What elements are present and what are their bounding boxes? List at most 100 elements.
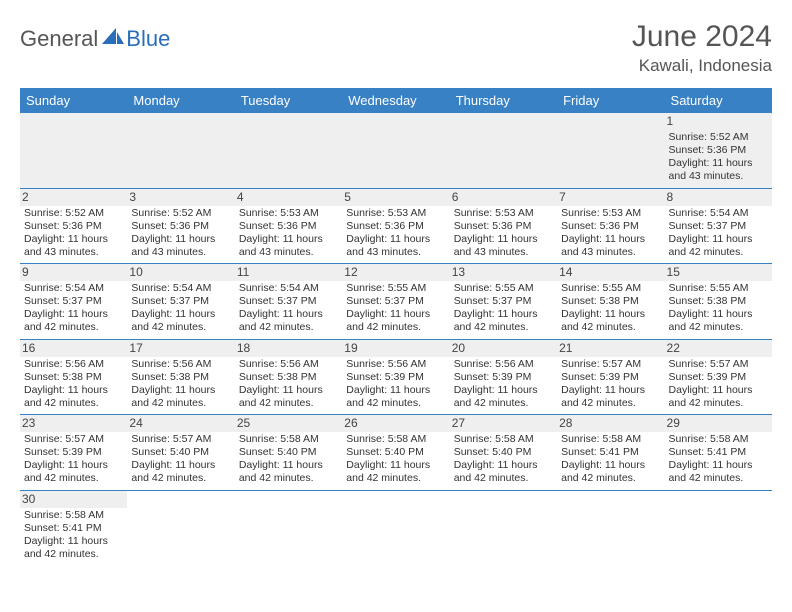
sunset-text: Sunset: 5:39 PM	[669, 371, 768, 384]
day-number: 1	[665, 113, 772, 130]
daylight-text: Daylight: 11 hours and 42 minutes.	[454, 459, 553, 485]
day-number: 19	[342, 340, 449, 357]
sunset-text: Sunset: 5:40 PM	[131, 446, 230, 459]
logo-text-blue: Blue	[126, 26, 170, 52]
sunset-text: Sunset: 5:40 PM	[454, 446, 553, 459]
day-number: 16	[20, 340, 127, 357]
daylight-text: Daylight: 11 hours and 42 minutes.	[346, 384, 445, 410]
day-number: 11	[235, 264, 342, 281]
month-title: June 2024	[632, 20, 772, 54]
sunrise-text: Sunrise: 5:56 AM	[131, 358, 230, 371]
daylight-text: Daylight: 11 hours and 42 minutes.	[346, 459, 445, 485]
calendar-table: Sunday Monday Tuesday Wednesday Thursday…	[20, 88, 772, 565]
sunrise-text: Sunrise: 5:54 AM	[669, 207, 768, 220]
sunset-text: Sunset: 5:37 PM	[454, 295, 553, 308]
daylight-text: Daylight: 11 hours and 42 minutes.	[669, 233, 768, 259]
day-number: 22	[665, 340, 772, 357]
sunset-text: Sunset: 5:36 PM	[669, 144, 768, 157]
day-number: 5	[342, 189, 449, 206]
sunrise-text: Sunrise: 5:54 AM	[239, 282, 338, 295]
daylight-text: Daylight: 11 hours and 42 minutes.	[561, 459, 660, 485]
sunset-text: Sunset: 5:39 PM	[346, 371, 445, 384]
sunset-text: Sunset: 5:36 PM	[131, 220, 230, 233]
sunrise-text: Sunrise: 5:55 AM	[346, 282, 445, 295]
calendar-cell: 12Sunrise: 5:55 AMSunset: 5:37 PMDayligh…	[342, 264, 449, 340]
sunrise-text: Sunrise: 5:55 AM	[561, 282, 660, 295]
daylight-text: Daylight: 11 hours and 42 minutes.	[239, 308, 338, 334]
calendar-cell	[557, 113, 664, 188]
daylight-text: Daylight: 11 hours and 42 minutes.	[561, 384, 660, 410]
calendar-cell: 29Sunrise: 5:58 AMSunset: 5:41 PMDayligh…	[665, 415, 772, 491]
day-number: 24	[127, 415, 234, 432]
calendar-cell: 30Sunrise: 5:58 AMSunset: 5:41 PMDayligh…	[20, 490, 127, 565]
sunrise-text: Sunrise: 5:55 AM	[454, 282, 553, 295]
calendar-cell: 3Sunrise: 5:52 AMSunset: 5:36 PMDaylight…	[127, 188, 234, 264]
day-number: 30	[20, 491, 127, 508]
daylight-text: Daylight: 11 hours and 42 minutes.	[454, 308, 553, 334]
sunrise-text: Sunrise: 5:56 AM	[454, 358, 553, 371]
calendar-cell: 6Sunrise: 5:53 AMSunset: 5:36 PMDaylight…	[450, 188, 557, 264]
calendar-week-row: 30Sunrise: 5:58 AMSunset: 5:41 PMDayligh…	[20, 490, 772, 565]
daylight-text: Daylight: 11 hours and 42 minutes.	[24, 384, 123, 410]
daylight-text: Daylight: 11 hours and 42 minutes.	[239, 384, 338, 410]
sunrise-text: Sunrise: 5:56 AM	[239, 358, 338, 371]
calendar-cell: 23Sunrise: 5:57 AMSunset: 5:39 PMDayligh…	[20, 415, 127, 491]
calendar-cell: 13Sunrise: 5:55 AMSunset: 5:37 PMDayligh…	[450, 264, 557, 340]
day-header: Monday	[127, 88, 234, 113]
daylight-text: Daylight: 11 hours and 43 minutes.	[669, 157, 768, 183]
calendar-cell: 22Sunrise: 5:57 AMSunset: 5:39 PMDayligh…	[665, 339, 772, 415]
sunset-text: Sunset: 5:36 PM	[239, 220, 338, 233]
day-number: 15	[665, 264, 772, 281]
sunset-text: Sunset: 5:40 PM	[346, 446, 445, 459]
day-number: 14	[557, 264, 664, 281]
calendar-cell: 11Sunrise: 5:54 AMSunset: 5:37 PMDayligh…	[235, 264, 342, 340]
sunset-text: Sunset: 5:36 PM	[454, 220, 553, 233]
daylight-text: Daylight: 11 hours and 43 minutes.	[24, 233, 123, 259]
sunrise-text: Sunrise: 5:57 AM	[24, 433, 123, 446]
calendar-cell: 5Sunrise: 5:53 AMSunset: 5:36 PMDaylight…	[342, 188, 449, 264]
daylight-text: Daylight: 11 hours and 42 minutes.	[131, 308, 230, 334]
daylight-text: Daylight: 11 hours and 42 minutes.	[669, 459, 768, 485]
sunrise-text: Sunrise: 5:56 AM	[24, 358, 123, 371]
day-header: Sunday	[20, 88, 127, 113]
day-number: 12	[342, 264, 449, 281]
calendar-week-row: 1Sunrise: 5:52 AMSunset: 5:36 PMDaylight…	[20, 113, 772, 188]
day-header: Friday	[557, 88, 664, 113]
daylight-text: Daylight: 11 hours and 42 minutes.	[669, 384, 768, 410]
sunset-text: Sunset: 5:39 PM	[24, 446, 123, 459]
calendar-cell	[342, 490, 449, 565]
day-number: 21	[557, 340, 664, 357]
sunset-text: Sunset: 5:37 PM	[131, 295, 230, 308]
day-number: 28	[557, 415, 664, 432]
calendar-cell: 18Sunrise: 5:56 AMSunset: 5:38 PMDayligh…	[235, 339, 342, 415]
header: General Blue June 2024 Kawali, Indonesia	[20, 20, 772, 76]
calendar-cell	[127, 490, 234, 565]
calendar-cell: 27Sunrise: 5:58 AMSunset: 5:40 PMDayligh…	[450, 415, 557, 491]
sunset-text: Sunset: 5:39 PM	[561, 371, 660, 384]
logo-text-general: General	[20, 26, 98, 52]
day-number: 29	[665, 415, 772, 432]
day-number: 13	[450, 264, 557, 281]
day-number: 9	[20, 264, 127, 281]
calendar-cell: 24Sunrise: 5:57 AMSunset: 5:40 PMDayligh…	[127, 415, 234, 491]
calendar-cell	[235, 490, 342, 565]
sunrise-text: Sunrise: 5:54 AM	[131, 282, 230, 295]
day-number: 10	[127, 264, 234, 281]
daylight-text: Daylight: 11 hours and 43 minutes.	[346, 233, 445, 259]
day-number: 20	[450, 340, 557, 357]
sunrise-text: Sunrise: 5:52 AM	[669, 131, 768, 144]
sunrise-text: Sunrise: 5:55 AM	[669, 282, 768, 295]
sunset-text: Sunset: 5:40 PM	[239, 446, 338, 459]
daylight-text: Daylight: 11 hours and 42 minutes.	[131, 459, 230, 485]
day-header: Tuesday	[235, 88, 342, 113]
calendar-cell: 14Sunrise: 5:55 AMSunset: 5:38 PMDayligh…	[557, 264, 664, 340]
sunrise-text: Sunrise: 5:54 AM	[24, 282, 123, 295]
calendar-cell	[665, 490, 772, 565]
sunrise-text: Sunrise: 5:53 AM	[561, 207, 660, 220]
day-number: 6	[450, 189, 557, 206]
day-number: 2	[20, 189, 127, 206]
calendar-cell: 10Sunrise: 5:54 AMSunset: 5:37 PMDayligh…	[127, 264, 234, 340]
calendar-cell: 28Sunrise: 5:58 AMSunset: 5:41 PMDayligh…	[557, 415, 664, 491]
day-number: 26	[342, 415, 449, 432]
day-header: Thursday	[450, 88, 557, 113]
